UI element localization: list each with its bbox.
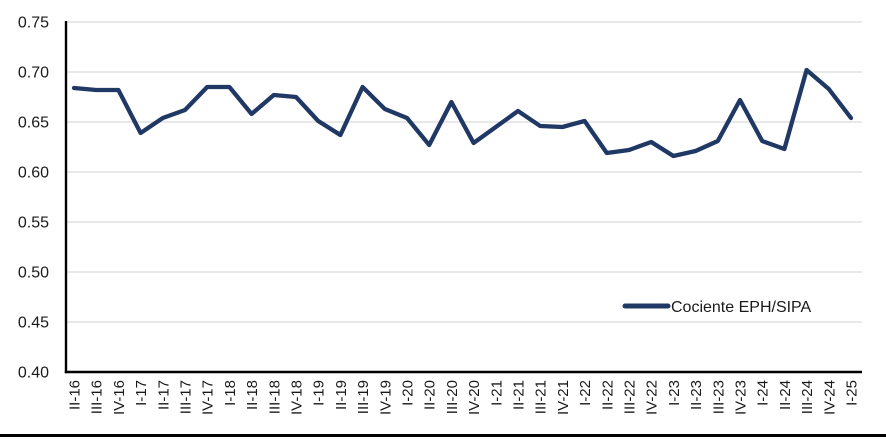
x-tick-label: IV-21	[555, 380, 572, 415]
series-group	[71, 67, 854, 159]
x-tick-label: III-20	[444, 380, 461, 414]
x-tick-label: IV-17	[200, 380, 217, 415]
x-tick-label: IV-24	[821, 380, 838, 415]
y-tick-label: 0.70	[18, 65, 49, 82]
legend: Cociente EPH/SIPA	[622, 299, 812, 316]
x-tick-label: II-17	[155, 380, 172, 410]
axes-group	[64, 21, 862, 374]
y-tick-label: 0.50	[18, 265, 49, 282]
legend-label: Cociente EPH/SIPA	[671, 299, 812, 316]
x-tick-label: III-18	[266, 380, 283, 414]
x-tick-label: II-22	[599, 380, 616, 410]
x-tick-label: I-20	[400, 380, 417, 406]
x-tick-label: IV-22	[644, 380, 661, 415]
x-tick-label: IV-20	[466, 380, 483, 415]
y-tick-label: 0.45	[18, 315, 49, 332]
x-tick-label: II-19	[333, 380, 350, 410]
x-tick-label: I-24	[755, 380, 772, 406]
x-tick-label: IV-23	[733, 380, 750, 415]
x-tick-label: IV-19	[377, 380, 394, 415]
y-tick-label: 0.55	[18, 215, 49, 232]
y-tick-label: 0.60	[18, 165, 49, 182]
x-tick-label: III-16	[89, 380, 106, 414]
bottom-border-rule	[0, 434, 886, 437]
x-tick-label: I-23	[666, 380, 683, 406]
x-tick-label: I-17	[133, 380, 150, 406]
x-tick-label: II-21	[511, 380, 528, 410]
series-line	[71, 67, 854, 159]
x-tick-label: I-18	[222, 380, 239, 406]
x-tick-label: III-19	[355, 380, 372, 414]
x-tick-label: I-19	[311, 380, 328, 406]
x-tick-label: II-18	[244, 380, 261, 410]
x-tick-label: III-24	[799, 380, 816, 414]
x-tick-label: IV-16	[111, 380, 128, 415]
y-tick-label: 0.40	[18, 365, 49, 382]
x-axis-labels-group: II-16 III-16 IV-16 I-17 II-17 III-17 IV-17 I-18…	[67, 380, 861, 415]
x-tick-label: I-22	[577, 380, 594, 406]
y-axis-labels-group: 0.75 0.70 0.65 0.60 0.55 0.50 0.45 0.40	[18, 15, 49, 382]
y-tick-label: 0.75	[18, 15, 49, 32]
x-tick-label: I-25	[844, 380, 861, 406]
x-tick-label: II-24	[777, 380, 794, 410]
x-tick-label: III-23	[710, 380, 727, 414]
x-tick-label: II-23	[688, 380, 705, 410]
x-tick-label: III-22	[622, 380, 639, 414]
x-tick-label: I-21	[488, 380, 505, 406]
y-tick-label: 0.65	[18, 115, 49, 132]
x-tick-label: III-21	[533, 380, 550, 414]
x-tick-label: II-16	[67, 380, 84, 410]
gridlines-group	[66, 21, 862, 323]
x-tick-label: III-17	[178, 380, 195, 414]
x-tick-label: II-20	[422, 380, 439, 410]
x-tick-label: IV-18	[289, 380, 306, 415]
